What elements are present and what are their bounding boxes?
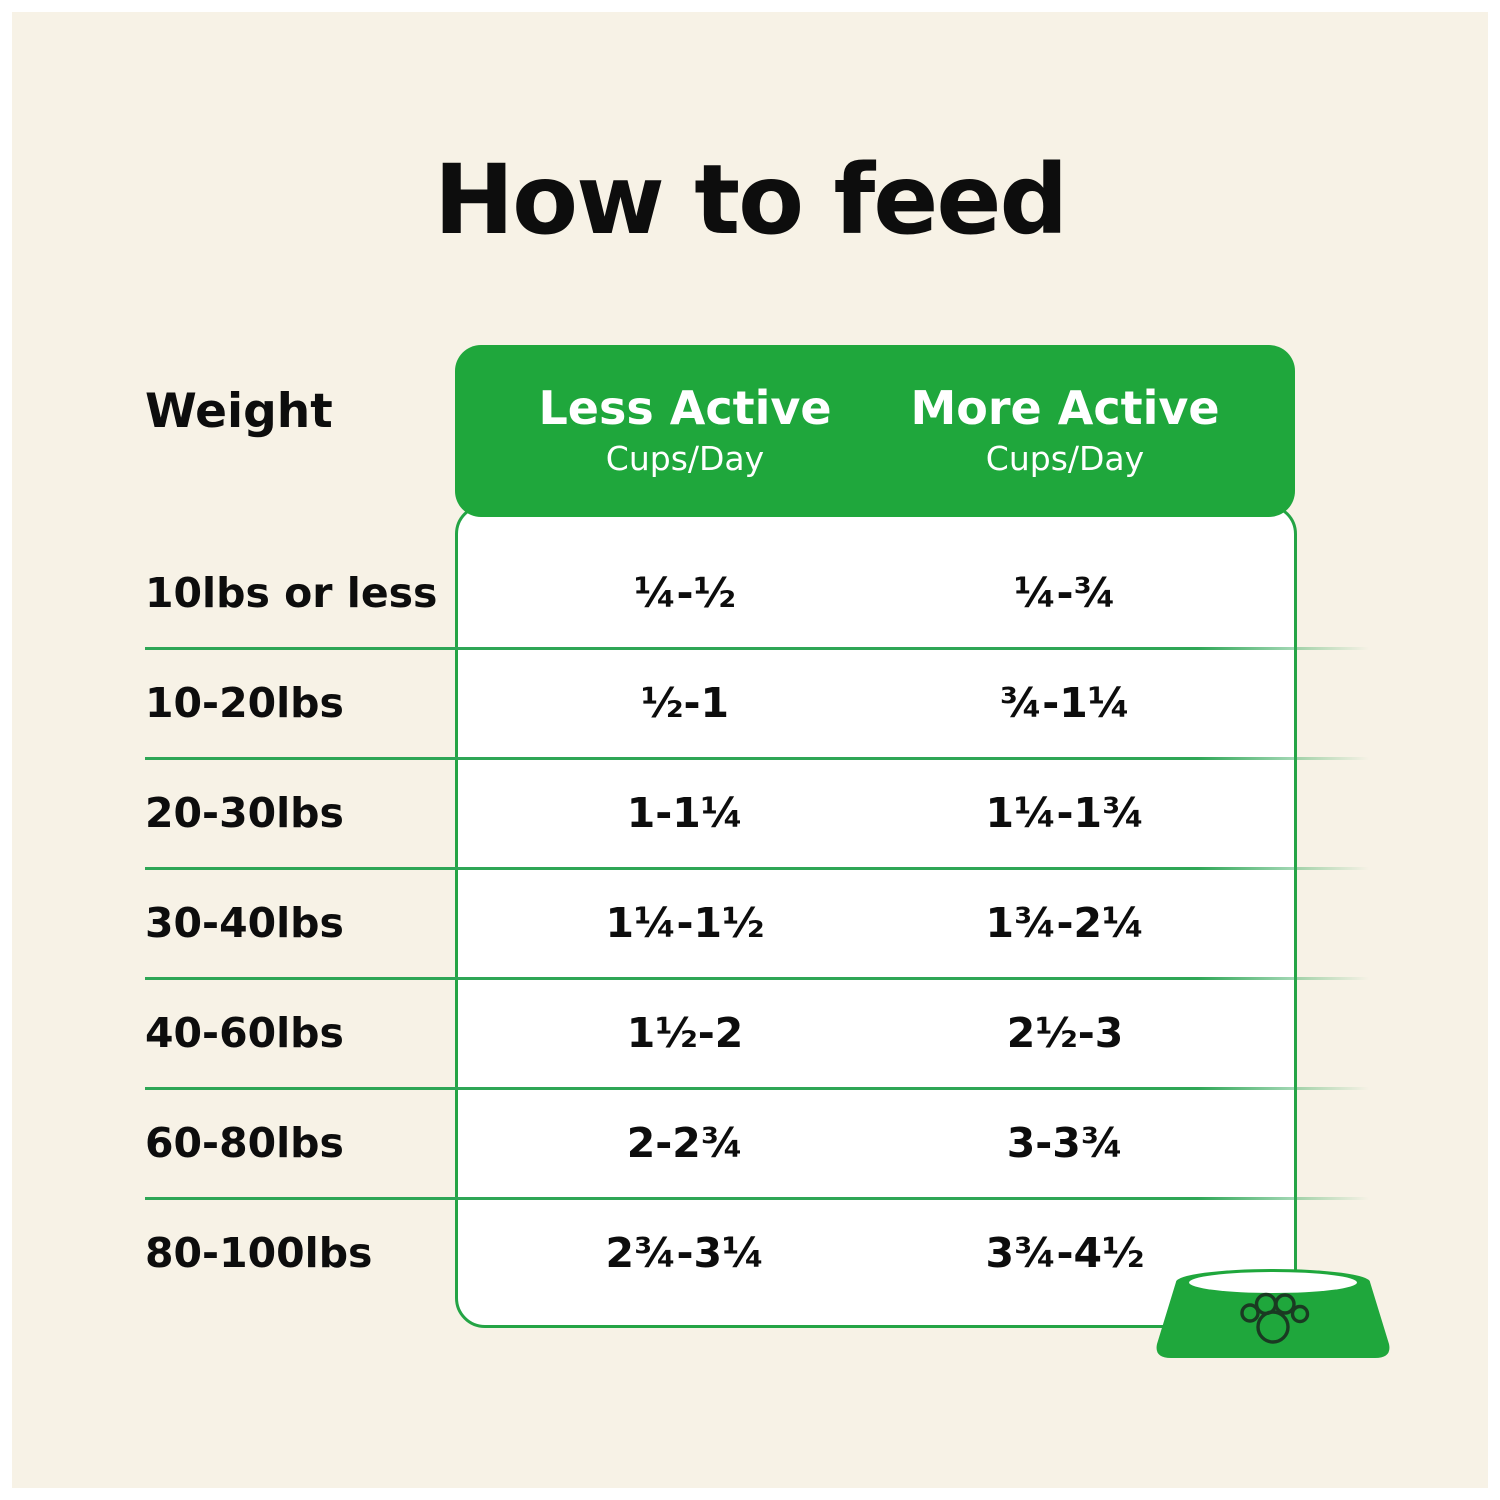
weight-column-header: Weight bbox=[145, 384, 333, 439]
bowl-interior bbox=[1189, 1272, 1357, 1293]
row-weight-label: 20-30lbs bbox=[145, 789, 344, 837]
row-divider-line bbox=[145, 1197, 1369, 1200]
row-less-active-value: 1¼-1½ bbox=[605, 899, 765, 947]
column-label: More Active bbox=[910, 381, 1220, 435]
table-row: 40-60lbs 1½-2 2½-3 bbox=[12, 978, 1488, 1088]
dog-bowl-icon bbox=[1156, 1269, 1390, 1358]
feeding-table-body bbox=[455, 504, 1297, 1328]
table-row: 10lbs or less ¼-½ ¼-¾ bbox=[12, 538, 1488, 648]
row-divider-line bbox=[145, 1087, 1369, 1090]
row-less-active-value: 1-1¼ bbox=[626, 789, 744, 837]
row-weight-label: 10-20lbs bbox=[145, 679, 344, 727]
table-row: 30-40lbs 1¼-1½ 1¾-2¼ bbox=[12, 868, 1488, 978]
column-sublabel: Cups/Day bbox=[985, 439, 1145, 478]
row-more-active-value: 3¾-4½ bbox=[985, 1229, 1145, 1277]
row-less-active-value: 1½-2 bbox=[626, 1009, 744, 1057]
paw-print-icon bbox=[1240, 1292, 1310, 1344]
table-row: 10-20lbs ½-1 ¾-1¼ bbox=[12, 648, 1488, 758]
infographic-canvas: How to feed Weight Less Active Cups/Day … bbox=[12, 12, 1488, 1488]
row-less-active-value: 2¾-3¼ bbox=[605, 1229, 765, 1277]
row-divider-line bbox=[145, 647, 1369, 650]
row-more-active-value: ¾-1¼ bbox=[999, 679, 1131, 727]
column-sublabel: Cups/Day bbox=[605, 439, 765, 478]
column-label: Less Active bbox=[538, 381, 832, 435]
row-weight-label: 10lbs or less bbox=[145, 569, 438, 617]
row-more-active-value: 2½-3 bbox=[1006, 1009, 1124, 1057]
row-divider-line bbox=[145, 867, 1369, 870]
row-weight-label: 80-100lbs bbox=[145, 1229, 373, 1277]
row-more-active-value: ¼-¾ bbox=[1014, 569, 1116, 617]
row-more-active-value: 1¾-2¼ bbox=[985, 899, 1145, 947]
column-header-more-active: More Active Cups/Day bbox=[835, 345, 1295, 517]
row-more-active-value: 1¼-1¾ bbox=[985, 789, 1145, 837]
row-more-active-value: 3-3¾ bbox=[1006, 1119, 1124, 1167]
row-divider-line bbox=[145, 757, 1369, 760]
row-less-active-value: 2-2¾ bbox=[626, 1119, 744, 1167]
page-title: How to feed bbox=[433, 144, 1068, 256]
row-weight-label: 40-60lbs bbox=[145, 1009, 344, 1057]
row-less-active-value: ¼-½ bbox=[634, 569, 736, 617]
row-weight-label: 60-80lbs bbox=[145, 1119, 344, 1167]
row-weight-label: 30-40lbs bbox=[145, 899, 344, 947]
row-less-active-value: ½-1 bbox=[641, 679, 729, 727]
feeding-table-header: Less Active Cups/Day More Active Cups/Da… bbox=[455, 345, 1295, 517]
table-row: 80-100lbs 2¾-3¼ 3¾-4½ bbox=[12, 1198, 1488, 1308]
table-row: 60-80lbs 2-2¾ 3-3¾ bbox=[12, 1088, 1488, 1198]
column-header-less-active: Less Active Cups/Day bbox=[455, 345, 915, 517]
row-divider-line bbox=[145, 977, 1369, 980]
table-row: 20-30lbs 1-1¼ 1¼-1¾ bbox=[12, 758, 1488, 868]
